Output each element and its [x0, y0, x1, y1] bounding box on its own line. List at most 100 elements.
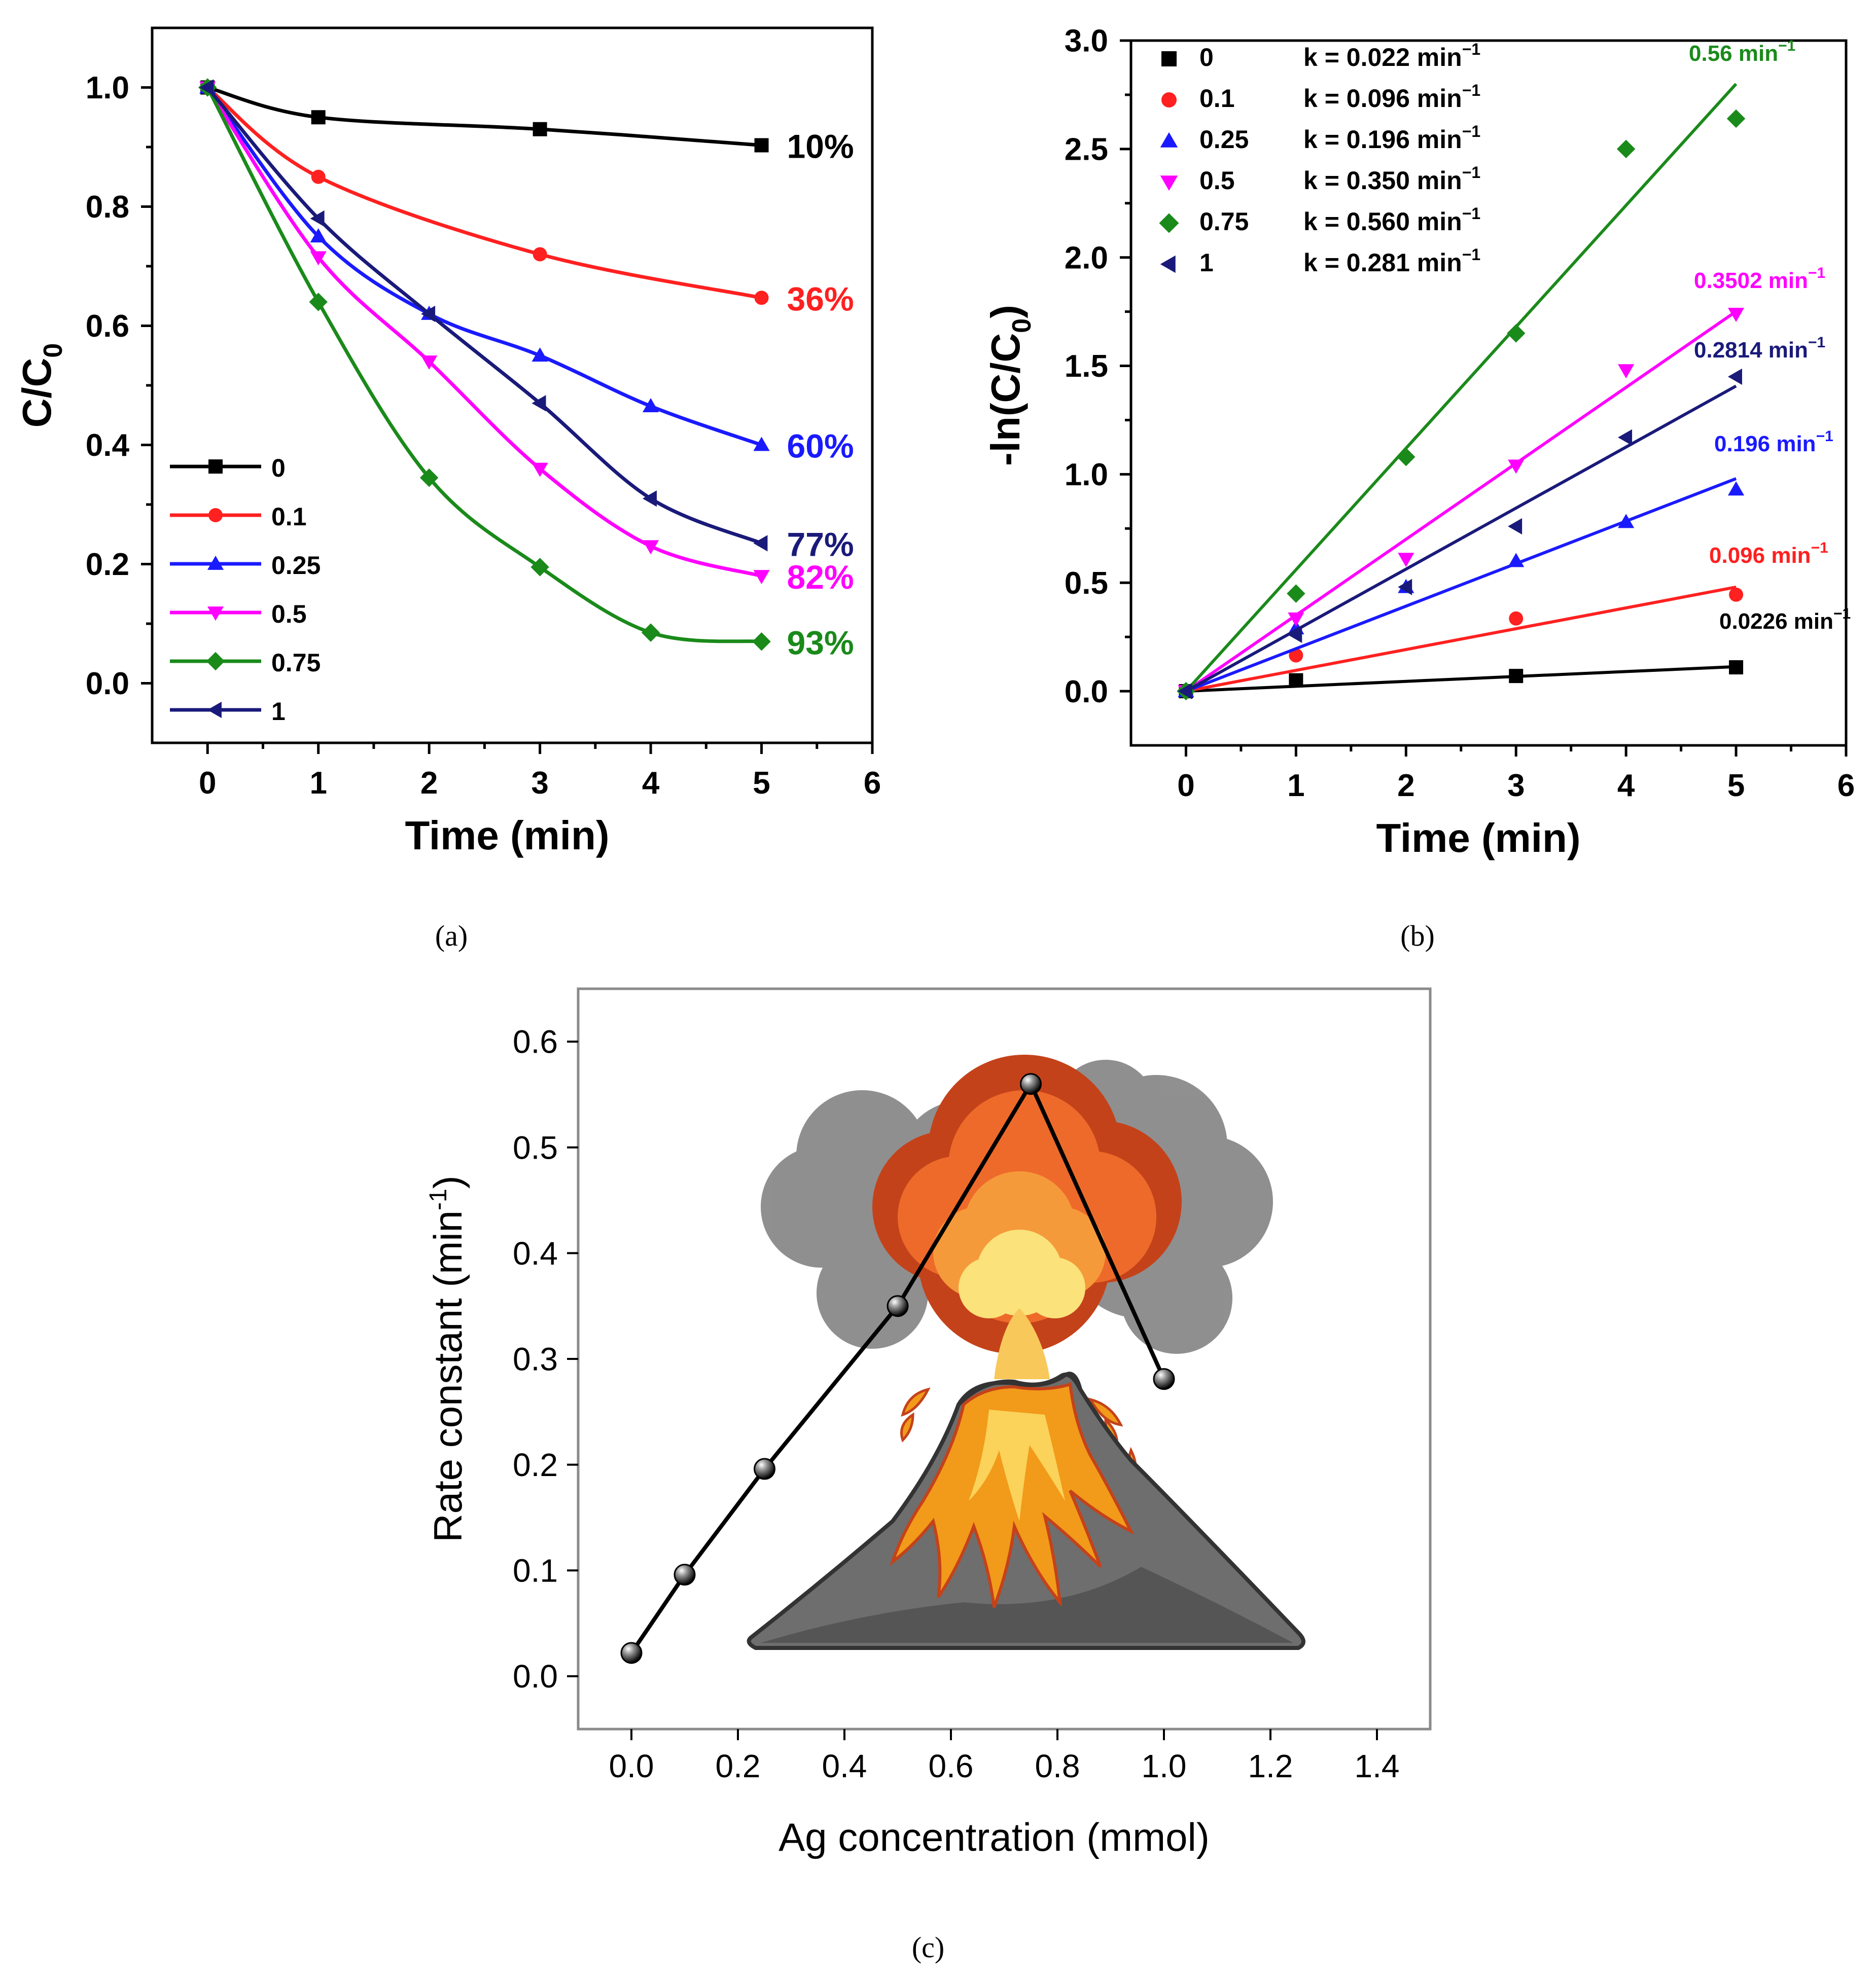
y-tick-label: 0.4	[513, 1235, 558, 1272]
series-line	[207, 86, 762, 147]
y-tick-label: 0.6	[513, 1024, 558, 1060]
y-tick-label: 0.5	[1065, 566, 1108, 601]
fit-label: 0.3502 min−1	[1694, 265, 1825, 293]
data-point	[642, 540, 659, 555]
y-tick-label: 0.5	[513, 1129, 558, 1166]
legend-label: 0.75	[1199, 207, 1249, 236]
series-line	[206, 86, 762, 447]
y-tick-label: 0.2	[86, 547, 129, 582]
legend-marker	[1160, 255, 1176, 273]
legend-marker	[206, 652, 225, 671]
y-tick-label: 0.6	[86, 309, 129, 344]
data-point	[1178, 683, 1192, 700]
legend-marker	[208, 459, 223, 474]
y-tick-label: 0.2	[513, 1447, 558, 1483]
data-point	[642, 398, 659, 413]
legend-k: k = 0.281 min−1	[1303, 245, 1480, 277]
x-tick-label: 0.6	[929, 1748, 974, 1784]
fit-label: 0.56 min−1	[1689, 38, 1795, 66]
series-line	[629, 1080, 1166, 1655]
x-tick-label: 0.0	[609, 1748, 654, 1784]
data-point	[311, 110, 326, 125]
legend-label: 0.5	[271, 600, 307, 628]
data-point	[754, 291, 769, 305]
legend-marker	[207, 606, 224, 621]
series-0: 0.0226 min−1	[1179, 605, 1851, 699]
y-tick-label: 1.5	[1065, 349, 1108, 384]
data-point	[1508, 459, 1525, 474]
data-point	[641, 623, 660, 642]
end-label: 82%	[787, 558, 854, 596]
fit-label: 0.2814 min−1	[1694, 334, 1825, 363]
x-tick-label: 6	[864, 766, 881, 801]
y-tick-label: 0.0	[1065, 674, 1108, 709]
legend: 0 0.1 0.25 0.5 0.75 1	[170, 454, 321, 726]
legend-marker	[1160, 132, 1178, 148]
data-point	[1726, 109, 1746, 128]
data-point	[1729, 587, 1744, 602]
volcano-illustration	[747, 1055, 1305, 1650]
legend-label: 0	[271, 454, 286, 482]
data-point	[1618, 364, 1635, 379]
legend-label: 0.1	[1199, 84, 1235, 113]
data-point	[199, 79, 214, 96]
y-tick-label: 0.3	[513, 1341, 558, 1377]
y-axis-label: Rate constant (min-1)	[425, 1175, 470, 1542]
legend-k: k = 0.196 min−1	[1303, 122, 1480, 154]
legend-k: k = 0.096 min−1	[1303, 81, 1480, 113]
data-point	[1288, 626, 1302, 643]
series-0.5: 0.3502 min−1	[1178, 265, 1825, 700]
fit-line	[1185, 477, 1737, 693]
fit-label: 0.0226 min−1	[1719, 605, 1851, 634]
legend-label: 0.25	[1199, 125, 1249, 154]
x-tick-label: 5	[1727, 768, 1745, 803]
fit-line	[1185, 310, 1737, 693]
data-point	[1509, 611, 1524, 626]
data-point	[311, 169, 326, 184]
legend-marker	[208, 508, 223, 522]
data-point	[1618, 429, 1633, 446]
legend: 0 k = 0.022 min−1 0.1 k = 0.096 min−1 0.25 k …	[1159, 40, 1480, 277]
y-tick-label: 1.0	[86, 70, 129, 105]
legend-marker	[1159, 213, 1179, 233]
fit-line	[1185, 83, 1738, 693]
data-point	[674, 1563, 696, 1586]
panel-captions: (a) (b) (c)	[435, 919, 1435, 1964]
data-point	[310, 228, 327, 243]
series-line	[206, 86, 762, 300]
x-tick-label: 5	[753, 766, 770, 801]
volcano-shadow	[761, 1567, 1293, 1643]
end-label: 10%	[787, 127, 854, 165]
data-point	[1508, 553, 1525, 567]
panel-caption: (a)	[435, 919, 468, 952]
x-tick-label: 3	[1507, 768, 1525, 803]
legend-label: 0.1	[271, 502, 307, 531]
y-tick-label: 0.1	[513, 1553, 558, 1589]
lava-highlight	[969, 1410, 1065, 1521]
x-axis-label: Ag concentration (mmol)	[778, 1815, 1210, 1859]
y-tick-label: 2.5	[1065, 132, 1108, 167]
data-point	[421, 305, 436, 322]
x-tick-label: 1	[1287, 768, 1304, 803]
end-label: 60%	[787, 427, 854, 465]
panel-c: 0.0 0.2 0.4 0.6 0.8 1.0 1.2 1.4 0.0 0.1 0.2 0.3 0.4 0…	[425, 987, 1432, 1859]
series-0.5: 82%	[199, 81, 854, 596]
data-point	[620, 1642, 643, 1664]
x-axis-label: Time (min)	[405, 813, 609, 858]
legend-label: 0	[1199, 43, 1214, 71]
data-point	[752, 632, 771, 651]
data-point	[419, 468, 439, 487]
x-tick-label: 1.0	[1142, 1748, 1187, 1784]
data-point	[1616, 139, 1636, 159]
legend-marker	[207, 701, 222, 719]
y-tick-label: 0.0	[513, 1658, 558, 1695]
data-point	[530, 558, 549, 577]
data-point	[1287, 584, 1305, 603]
legend-k: k = 0.560 min−1	[1303, 204, 1480, 236]
data-point	[1288, 612, 1304, 627]
y-tick-label: 3.0	[1065, 24, 1108, 59]
data-point	[533, 247, 547, 262]
y-tick-label: 2.0	[1065, 240, 1108, 275]
legend-marker	[1161, 92, 1177, 107]
legend-marker	[1160, 175, 1178, 191]
